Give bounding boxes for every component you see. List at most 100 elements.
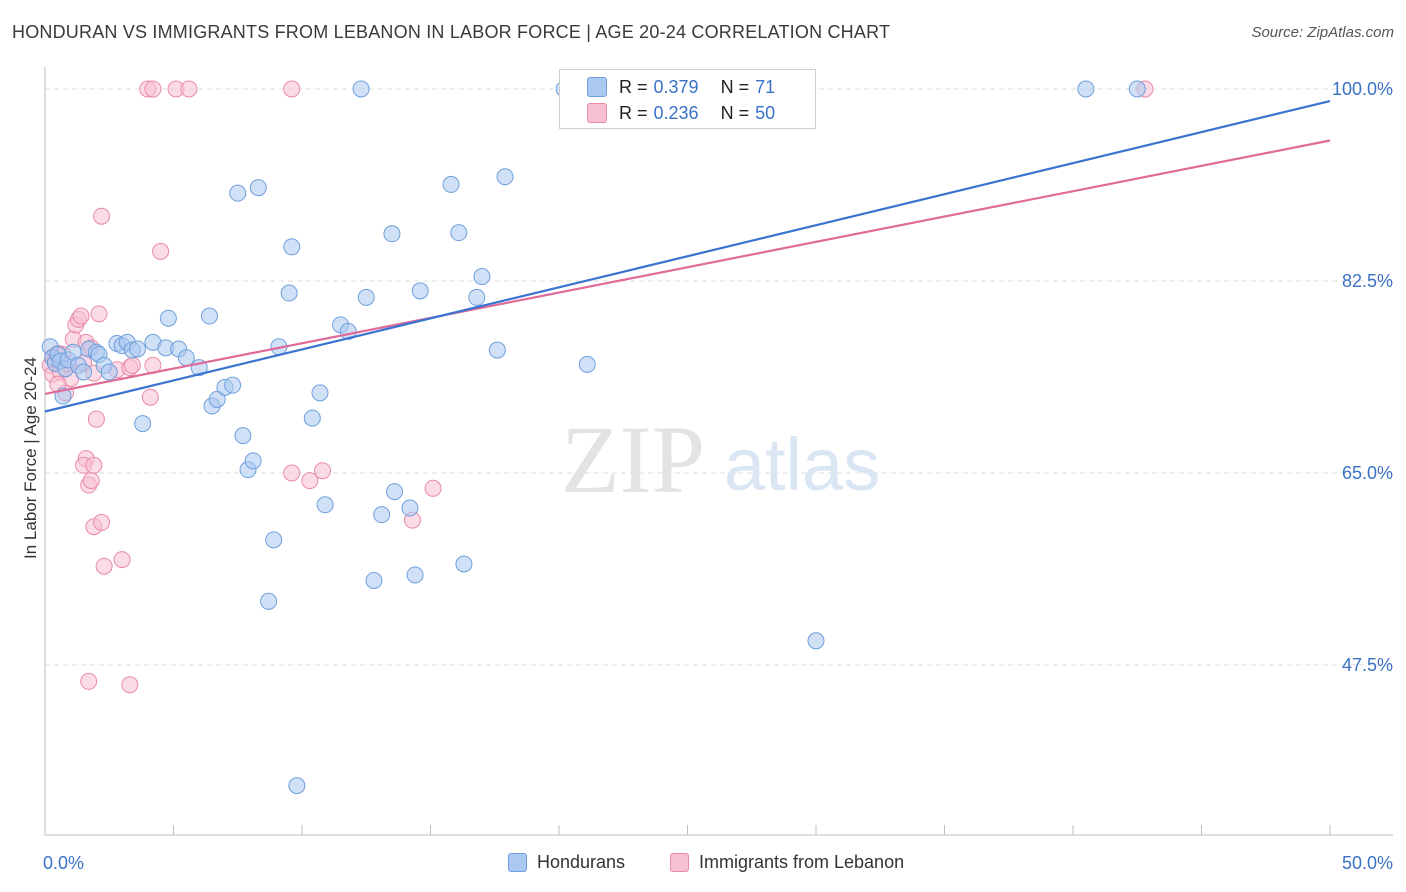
legend-item-lebanon[interactable]: Immigrants from Lebanon	[670, 852, 904, 873]
honduran-point	[411, 282, 429, 300]
honduran-point	[386, 483, 404, 501]
lebanon-point	[144, 80, 162, 98]
lebanon-point	[93, 207, 111, 225]
r-value-hondurans: 0.379	[653, 76, 699, 97]
lebanon-point	[113, 551, 131, 569]
honduran-point	[1128, 80, 1146, 98]
lebanon-point	[301, 472, 319, 490]
honduran-point	[352, 80, 370, 98]
honduran-point	[224, 376, 242, 394]
honduran-point	[75, 363, 93, 381]
honduran-point	[406, 566, 424, 584]
honduran-point	[200, 307, 218, 325]
honduran-point	[129, 340, 147, 358]
honduran-point	[280, 284, 298, 302]
lebanon-legend-swatch	[670, 853, 689, 872]
honduran-point	[316, 496, 334, 514]
chart-title: HONDURAN VS IMMIGRANTS FROM LEBANON IN L…	[12, 22, 891, 42]
watermark: ZIP atlas	[561, 406, 880, 513]
honduran-point	[288, 777, 306, 795]
watermark-atlas: atlas	[724, 423, 880, 506]
honduran-point	[260, 592, 278, 610]
series-lebanon-points	[41, 80, 1154, 694]
legend: Hondurans Immigrants from Lebanon	[0, 852, 1406, 878]
honduran-point	[401, 499, 419, 517]
y-tick-label: 82.5%	[1342, 271, 1393, 291]
lebanon-point	[314, 462, 332, 480]
honduran-point	[442, 175, 460, 193]
n-label: N =	[720, 76, 750, 97]
lebanon-point	[82, 472, 100, 490]
tick-labels: 100.0% 82.5% 65.0% 47.5% 0.0% 50.0%	[43, 79, 1393, 873]
y-tick-label: 100.0%	[1332, 79, 1393, 99]
gridlines	[45, 88, 1393, 666]
hondurans-swatch	[587, 77, 607, 97]
stats-legend: R = 0.379 N = 71 R = 0.236 N = 50	[559, 69, 816, 129]
honduran-point	[450, 224, 468, 242]
series-hondurans-points	[41, 80, 1146, 795]
lebanon-point	[80, 672, 98, 690]
legend-label-hondurans: Hondurans	[537, 852, 626, 872]
hondurans-trend-line	[44, 99, 1331, 413]
stats-row-lebanon: R = 0.236 N = 50	[560, 100, 775, 126]
honduran-point	[496, 168, 514, 186]
watermark-zip: ZIP	[561, 406, 705, 513]
lebanon-point	[90, 305, 108, 323]
lebanon-point	[152, 242, 170, 260]
honduran-point	[134, 415, 152, 433]
lebanon-point	[121, 676, 139, 694]
n-value-lebanon: 50	[755, 102, 776, 123]
lebanon-point	[87, 410, 105, 428]
honduran-point	[311, 384, 329, 402]
n-label: N =	[720, 102, 750, 123]
lebanon-point	[283, 80, 301, 98]
honduran-point	[365, 571, 383, 589]
r-value-lebanon: 0.236	[653, 102, 699, 123]
lebanon-point	[283, 464, 301, 482]
n-value-hondurans: 71	[755, 76, 776, 97]
lebanon-point	[72, 307, 90, 325]
source-credit: Source: ZipAtlas.com	[1251, 24, 1394, 41]
hondurans-legend-swatch	[508, 853, 527, 872]
lebanon-point	[424, 479, 442, 497]
honduran-point	[229, 184, 247, 202]
lebanon-point	[85, 456, 103, 474]
honduran-point	[303, 409, 321, 427]
honduran-point	[468, 288, 486, 306]
trend-lines	[44, 99, 1331, 413]
honduran-point	[265, 531, 283, 549]
honduran-point	[455, 555, 473, 573]
y-tick-label: 47.5%	[1342, 655, 1393, 675]
honduran-point	[357, 288, 375, 306]
x-tick-label: 50.0%	[1342, 853, 1393, 873]
stats-row-hondurans: R = 0.379 N = 71	[560, 74, 775, 100]
honduran-point	[100, 363, 118, 381]
lebanon-point	[95, 557, 113, 575]
honduran-point	[244, 452, 262, 470]
legend-item-hondurans[interactable]: Hondurans	[508, 852, 625, 873]
r-label: R =	[619, 102, 648, 123]
x-tick-label: 0.0%	[43, 853, 84, 873]
honduran-point	[1077, 80, 1095, 98]
honduran-point	[578, 355, 596, 373]
honduran-point	[283, 238, 301, 256]
y-tick-label: 65.0%	[1342, 463, 1393, 483]
honduran-point	[208, 390, 226, 408]
honduran-point	[373, 506, 391, 524]
honduran-point	[807, 632, 825, 650]
lebanon-trend-line	[44, 139, 1331, 396]
lebanon-point	[180, 80, 198, 98]
r-label: R =	[619, 76, 648, 97]
honduran-point	[488, 341, 506, 359]
honduran-point	[249, 179, 267, 197]
honduran-point	[473, 268, 491, 286]
legend-label-lebanon: Immigrants from Lebanon	[699, 852, 905, 872]
lebanon-point	[141, 388, 159, 406]
honduran-point	[234, 427, 252, 445]
axes	[44, 67, 1393, 836]
honduran-point	[383, 225, 401, 243]
lebanon-point	[123, 356, 141, 374]
lebanon-point	[93, 513, 111, 531]
honduran-point	[159, 309, 177, 327]
